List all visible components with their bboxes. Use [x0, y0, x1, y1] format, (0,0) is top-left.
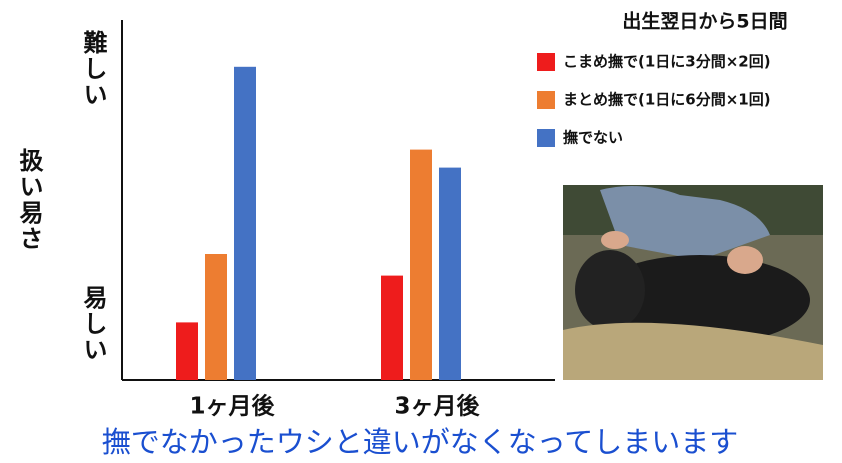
- legend-swatch: [537, 53, 555, 71]
- y-axis-label: 扱い易さ: [15, 148, 43, 252]
- bar: [410, 149, 432, 380]
- legend-swatch: [537, 129, 555, 147]
- x-tick-label: 1ヶ月後: [189, 393, 275, 420]
- bar: [176, 322, 198, 380]
- photo: [563, 185, 823, 380]
- legend-label: まとめ撫で(1日に6分間×1回): [563, 91, 771, 109]
- bar: [234, 66, 256, 381]
- bar: [205, 254, 227, 380]
- y-bottom-label: 易しい: [79, 285, 107, 363]
- caption: 撫でなかったウシと違いがなくなってしまいます: [102, 425, 739, 459]
- legend-swatch: [537, 91, 555, 109]
- bar: [439, 167, 461, 380]
- legend-label: 撫でない: [563, 129, 623, 147]
- legend-title: 出生翌日から5日間: [622, 10, 787, 33]
- x-tick-label: 3ヶ月後: [394, 393, 480, 420]
- legend-label: こまめ撫で(1日に3分間×2回): [563, 53, 771, 71]
- y-top-label: 難しい: [79, 30, 107, 108]
- bar: [381, 275, 403, 380]
